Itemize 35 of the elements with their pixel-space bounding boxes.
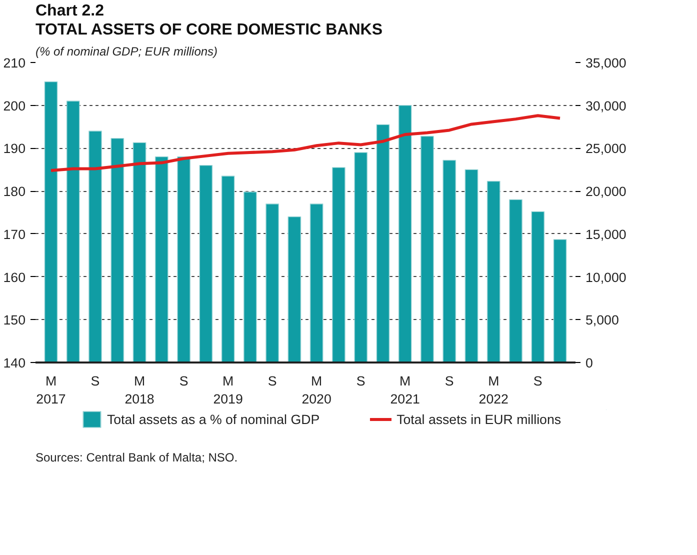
x-tick-label: M 2019 <box>213 374 243 406</box>
x-tick-label: M 2021 <box>390 374 420 406</box>
legend-label: Total assets as a % of nominal GDP <box>106 412 320 426</box>
y2-tick-label: 20,000 <box>586 184 626 200</box>
y2-tick-label: 30,000 <box>586 98 626 114</box>
y-tick-label: 170 <box>3 226 26 242</box>
y2-tick-label: 5,000 <box>586 312 619 328</box>
source-note: Sources: Central Bank of Malta; NSO. <box>36 450 238 464</box>
x-tick-label: S <box>179 374 188 388</box>
x-tick-label: S <box>444 374 454 388</box>
chart-title: Chart 2.2 <box>36 2 104 20</box>
y2-tick-label: 10,000 <box>586 270 626 285</box>
y2-tick-label: 0 <box>586 356 593 370</box>
y2-tick-label: 25,000 <box>586 141 626 156</box>
x-tick-label: S <box>533 374 542 388</box>
y-tick-label: 160 <box>3 270 26 285</box>
line-series <box>49 114 562 172</box>
x-tick-label: M 2020 <box>302 374 332 406</box>
y-tick-label: 210 <box>3 56 26 70</box>
x-tick-label: S <box>356 374 366 388</box>
legend-label: Total assets in EUR millions <box>396 412 562 426</box>
y2-tick-label: 15,000 <box>586 226 626 242</box>
y2-tick-label: 35,000 <box>586 56 626 70</box>
y-tick-label: 140 <box>3 356 26 370</box>
y-tick-label: 190 <box>3 141 26 156</box>
x-tick-label: M 2017 <box>36 374 66 406</box>
y-tick-label: 200 <box>3 98 26 114</box>
chart-subtitle: TOTAL ASSETS OF CORE DOMESTIC BANKS <box>36 22 383 38</box>
x-tick-label: M 2022 <box>478 374 508 406</box>
y-tick-label: 180 <box>3 184 26 200</box>
y-tick-label: 150 <box>3 312 26 328</box>
x-tick-label: M 2018 <box>124 374 154 406</box>
x-tick-label: S <box>90 374 100 388</box>
text: (% of nominal GDP; EUR millions) <box>36 44 218 58</box>
x-tick-label: S <box>268 374 277 388</box>
